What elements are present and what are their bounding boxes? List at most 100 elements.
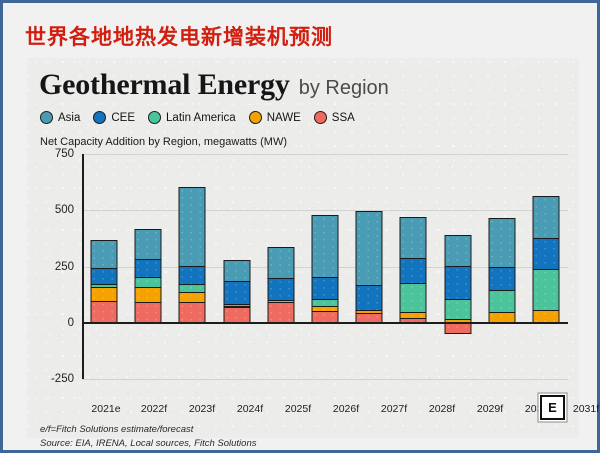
y-tick-label: 0 [67, 316, 74, 329]
bar-segment[interactable] [90, 300, 118, 325]
y-tick-label: -250 [50, 373, 74, 385]
legend-label: NAWE [266, 111, 301, 124]
table-row[interactable] [355, 211, 383, 325]
legend-swatch-icon [248, 111, 262, 124]
bar-slot[interactable] [524, 154, 568, 379]
bar-segment[interactable] [488, 217, 516, 269]
y-axis-line [82, 154, 84, 379]
bar-segment[interactable] [532, 237, 560, 271]
legend-swatch-icon [313, 111, 327, 124]
x-tick-label: 2031f [572, 403, 600, 415]
legend-swatch-icon [93, 111, 107, 124]
x-tick-label: 2028f [428, 403, 456, 415]
x-axis-labels: 2021e 2022f 2023f 2024f 2025f 2026f 2027f 2028f… [82, 403, 600, 415]
y-tick-label: 750 [54, 148, 74, 160]
legend-label: CEE [111, 111, 136, 124]
page-title: 世界各地地热发电新增装机预测 [25, 25, 333, 49]
legend-item-latin-america[interactable]: Latin America [148, 111, 236, 124]
table-row[interactable] [444, 234, 472, 325]
bar-segment[interactable] [90, 268, 118, 286]
chart-headline: Geothermal Energy by Region [39, 68, 389, 102]
gridline [82, 379, 568, 380]
bar-segment[interactable] [267, 247, 295, 280]
bar-segment[interactable] [311, 277, 339, 301]
bar-segment[interactable] [134, 301, 162, 325]
bar-segment[interactable] [223, 280, 251, 306]
bar-segment[interactable] [488, 266, 516, 292]
x-tick-label: 2024f [236, 403, 264, 415]
bar-slot[interactable] [436, 154, 480, 379]
bar-segment[interactable] [134, 229, 162, 261]
bar-segment[interactable] [444, 298, 472, 321]
y-tick-label: 500 [54, 204, 74, 217]
x-tick-label: 2023f [188, 403, 216, 415]
bar-segment[interactable] [90, 286, 118, 303]
chart-legend: Asia CEE Latin America NAWE SSA [40, 111, 355, 124]
bar-segment[interactable] [399, 217, 427, 260]
bar-slot[interactable] [303, 154, 347, 379]
bar-slot[interactable] [126, 154, 170, 379]
table-row[interactable] [532, 196, 560, 325]
bar-slot[interactable] [391, 154, 435, 379]
bar-segment[interactable] [90, 239, 118, 270]
table-row[interactable] [399, 217, 427, 325]
footnote-estimate: e/f=Fitch Solutions estimate/forecast [40, 424, 194, 435]
headline-main: Geothermal Energy [39, 68, 290, 101]
legend-item-nawe[interactable]: NAWE [248, 111, 301, 124]
bar-segment[interactable] [355, 284, 383, 312]
legend-item-asia[interactable]: Asia [40, 111, 80, 124]
bar-segment[interactable] [399, 258, 427, 285]
legend-swatch-icon [148, 111, 162, 124]
table-row[interactable] [90, 239, 118, 325]
bar-slot[interactable] [215, 154, 259, 379]
plot-area: 750 500 250 0 -250 [40, 148, 568, 385]
bar-segment[interactable] [267, 278, 295, 302]
bar-slot[interactable] [347, 154, 391, 379]
bar-segment[interactable] [223, 307, 251, 325]
bar-segment[interactable] [532, 268, 560, 312]
table-row[interactable] [267, 247, 295, 325]
bar-slot[interactable] [480, 154, 524, 379]
table-row[interactable] [223, 259, 251, 325]
bar-slot[interactable] [170, 154, 214, 379]
legend-label: Asia [58, 111, 81, 124]
legend-item-cee[interactable]: CEE [93, 111, 135, 124]
table-row[interactable] [311, 214, 339, 325]
headline-sub: by Region [298, 77, 389, 99]
x-tick-label: 2025f [284, 403, 312, 415]
x-tick-label: 2027f [380, 403, 408, 415]
publisher-logo: E [540, 395, 565, 420]
bar-segment[interactable] [178, 301, 206, 325]
y-tick-label: 250 [54, 260, 74, 273]
bar-segment[interactable] [178, 186, 206, 268]
legend-label: SSA [331, 111, 355, 124]
bar-segment[interactable] [355, 211, 383, 287]
bar-slot[interactable] [259, 154, 303, 379]
bar-segment[interactable] [178, 266, 206, 286]
bar-slot[interactable] [82, 154, 126, 379]
x-tick-label: 2022f [140, 403, 168, 415]
bar-segment[interactable] [223, 259, 251, 283]
table-row[interactable] [488, 217, 516, 325]
x-tick-label: 2026f [332, 403, 360, 415]
bar-segment[interactable] [532, 196, 560, 240]
table-row[interactable] [134, 229, 162, 325]
chart-card: Geothermal Energy by Region Asia CEE Latin… [27, 58, 599, 449]
chart-footnotes: e/f=Fitch Solutions estimate/forecast So… [40, 423, 256, 451]
x-tick-label: 2029f [476, 403, 504, 415]
bar-segment[interactable] [488, 289, 516, 314]
bar-segment[interactable] [444, 234, 472, 268]
bar-segment[interactable] [399, 282, 427, 315]
grid-area [82, 154, 568, 380]
bar-segment[interactable] [134, 259, 162, 279]
bar-segment[interactable] [311, 214, 339, 279]
bar-segment[interactable] [444, 322, 472, 334]
footnote-source: Source: EIA, IRENA, Local sources, Fitch… [40, 437, 257, 449]
chart-subtitle: Net Capacity Addition by Region, megawat… [40, 136, 287, 148]
legend-swatch-icon [40, 111, 53, 124]
legend-item-ssa[interactable]: SSA [313, 111, 355, 124]
table-row[interactable] [178, 186, 206, 325]
bar-segment[interactable] [444, 265, 472, 301]
x-tick-label: 2021e [91, 403, 121, 415]
